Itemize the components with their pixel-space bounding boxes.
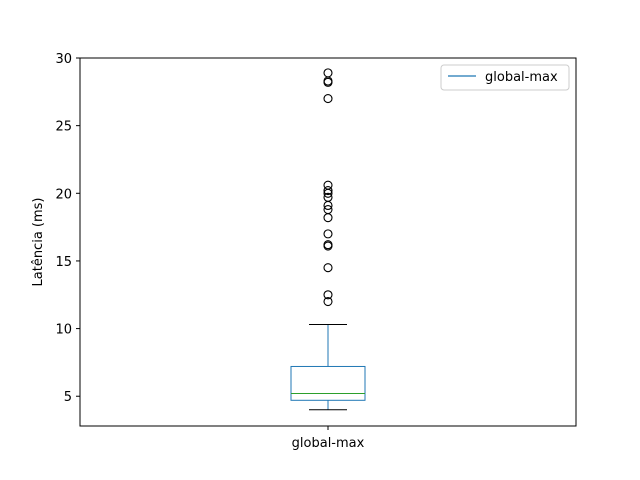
outlier-point: [323, 180, 333, 190]
boxplot-group: [290, 68, 366, 411]
outlier-point: [323, 240, 333, 250]
y-tick-label: 30: [55, 52, 72, 67]
x-axis: global-max: [292, 426, 365, 451]
outlier-point: [323, 94, 333, 104]
outlier-point: [323, 192, 333, 202]
iqr-box: [290, 365, 366, 401]
y-tick-label: 10: [55, 323, 72, 338]
y-axis-label: Latência (ms): [31, 198, 46, 287]
y-tick-label: 5: [64, 390, 72, 405]
outlier-point: [323, 296, 333, 307]
outlier-point: [323, 290, 333, 300]
outlier-point: [323, 68, 333, 78]
outlier-point: [323, 204, 333, 215]
y-tick-label: 15: [55, 255, 72, 270]
legend-box: [440, 64, 570, 91]
outlier-point: [323, 263, 333, 273]
legend-label: global-max: [485, 70, 558, 85]
legend: global-max: [440, 64, 570, 91]
outlier-point: [323, 229, 333, 239]
y-axis: 5 10 15 20 25 30: [55, 52, 80, 405]
y-tick-label: 25: [55, 120, 72, 135]
y-tick-label: 20: [55, 187, 72, 202]
outlier-point: [323, 186, 333, 196]
x-tick-label: global-max: [292, 436, 365, 451]
